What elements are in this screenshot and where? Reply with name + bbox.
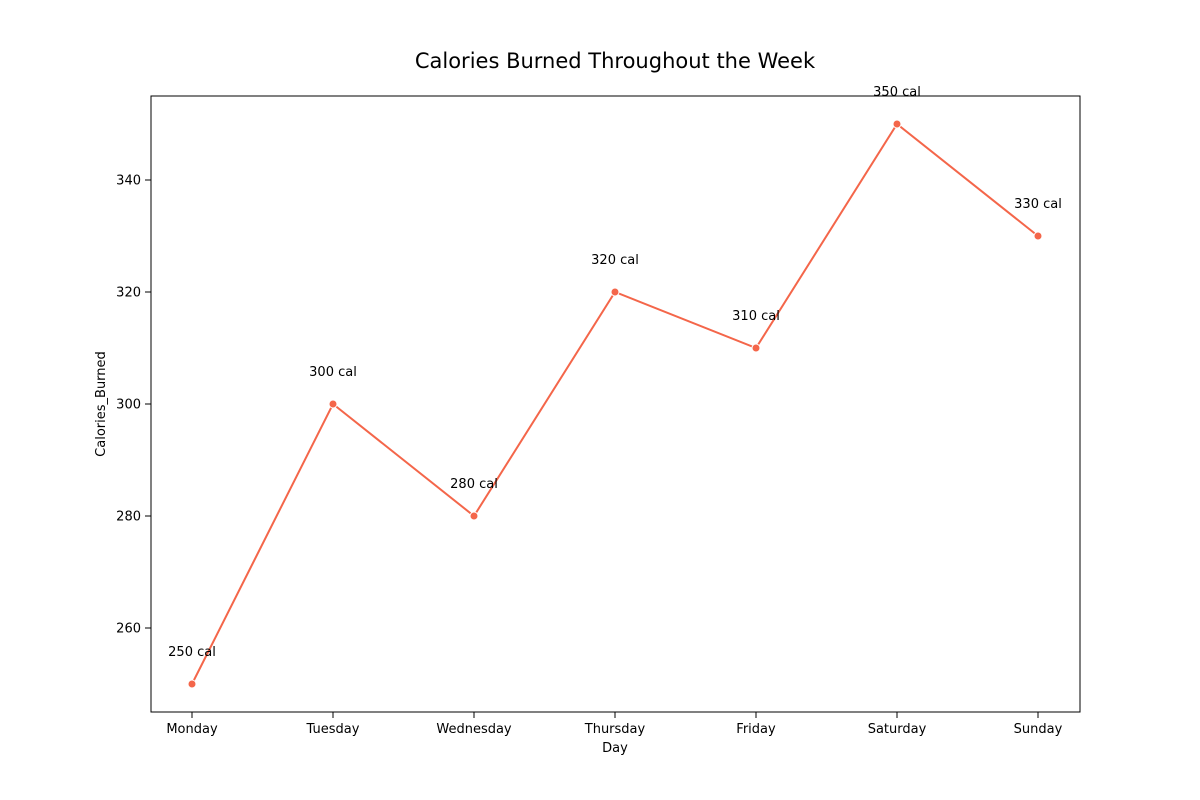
x-axis-label: Day [602, 741, 628, 756]
data-label: 280 cal [450, 477, 498, 492]
plot-frame [150, 95, 1081, 713]
data-label: 310 cal [732, 309, 780, 324]
x-tick-label: Saturday [868, 722, 927, 737]
data-label: 330 cal [1014, 197, 1062, 212]
x-tick-label: Tuesday [306, 722, 360, 737]
data-point [751, 343, 761, 353]
data-labels: 250 cal 300 cal 280 cal 320 cal 310 cal 350 c… [168, 85, 1062, 660]
y-tick-label: 300 [116, 398, 141, 413]
series-points [187, 119, 1043, 689]
series-line [191, 122, 1039, 685]
x-tick-label: Wednesday [436, 722, 512, 737]
x-axis-ticks: Monday Tuesday Wednesday Thursday Friday Satu… [166, 712, 1063, 737]
y-axis-label: Calories_Burned [94, 351, 109, 457]
x-tick-label: Monday [166, 722, 218, 737]
data-point [892, 119, 902, 129]
chart-title: Calories Burned Throughout the Week [415, 49, 816, 73]
data-point [610, 287, 620, 297]
data-point [1033, 231, 1043, 241]
y-axis-ticks: 260 280 300 320 340 [116, 174, 151, 637]
data-point [328, 399, 338, 409]
x-tick-label: Sunday [1014, 722, 1063, 737]
y-tick-label: 320 [116, 286, 141, 301]
data-label: 300 cal [309, 365, 357, 380]
data-label: 320 cal [591, 253, 639, 268]
x-tick-label: Thursday [584, 722, 646, 737]
y-tick-label: 340 [116, 174, 141, 189]
data-label: 350 cal [873, 85, 921, 100]
data-label: 250 cal [168, 645, 216, 660]
data-point [469, 511, 479, 521]
x-tick-label: Friday [736, 722, 776, 737]
y-tick-label: 280 [116, 510, 141, 525]
data-point [187, 679, 197, 689]
y-tick-label: 260 [116, 622, 141, 637]
